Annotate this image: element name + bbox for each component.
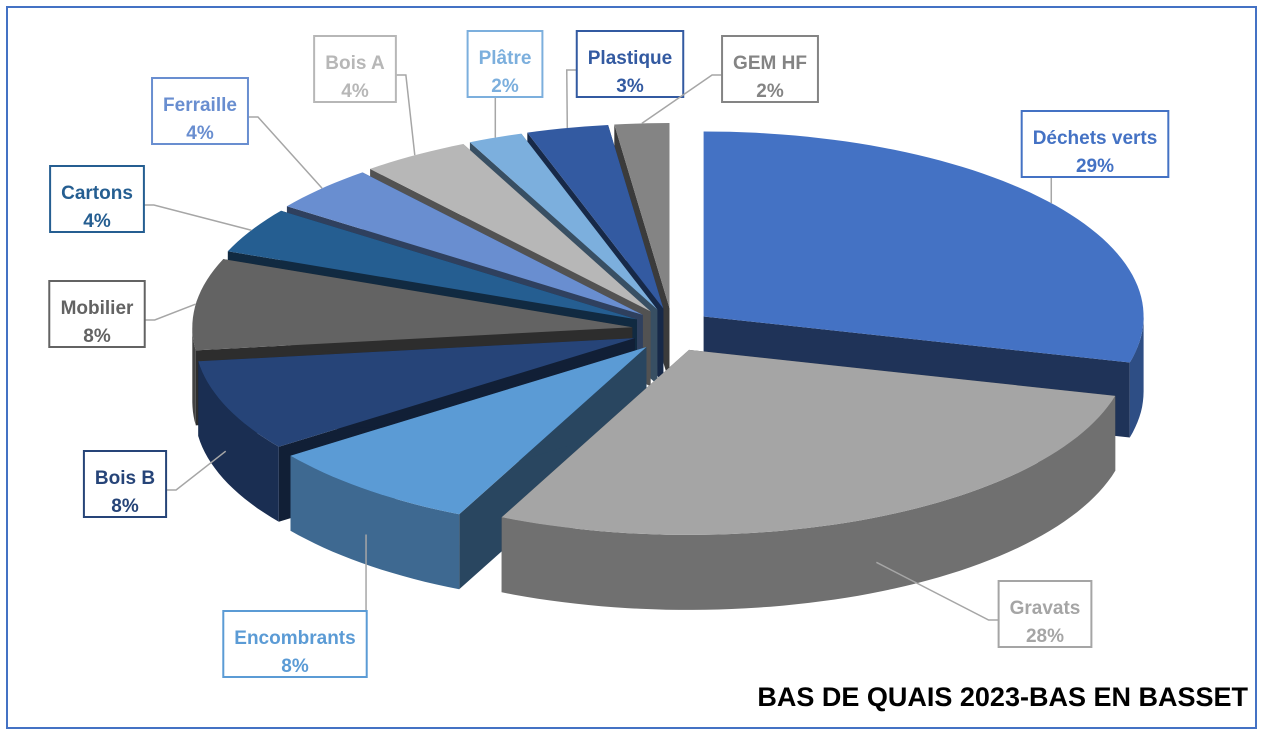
label-box: [1020, 110, 1170, 178]
leader-line: [143, 204, 252, 232]
label-value: 8%: [111, 496, 139, 517]
label-name: Plâtre: [479, 48, 532, 69]
label-name: Cartons: [61, 183, 133, 204]
label-value: 2%: [756, 81, 784, 102]
label-value: 8%: [281, 656, 309, 677]
slice-top: [286, 172, 643, 315]
leader-line: [247, 116, 323, 189]
slice-top: [192, 259, 633, 351]
leader-line: [876, 561, 999, 621]
label-name: Bois B: [95, 468, 155, 489]
slice-top: [290, 347, 647, 515]
label-value: 28%: [1026, 626, 1064, 647]
slice-side: [501, 395, 1116, 610]
label-box: [313, 35, 397, 103]
pie: [192, 123, 1144, 610]
label-box: [997, 580, 1093, 648]
label-box: [466, 30, 544, 98]
label-value: 2%: [491, 76, 519, 97]
label-box: [151, 77, 249, 145]
label-name: Gravats: [1010, 598, 1081, 619]
label-name: Encombrants: [234, 628, 355, 649]
label-name: Bois A: [325, 53, 385, 74]
slice-top: [703, 131, 1144, 363]
label-value: 4%: [341, 81, 369, 102]
label-name: Mobilier: [61, 298, 134, 319]
label-value: 4%: [186, 123, 214, 144]
leader-line: [166, 450, 227, 491]
slice-top: [469, 133, 658, 310]
slice-top: [370, 144, 651, 312]
label-name: Ferraille: [163, 95, 237, 116]
chart-title: BAS DE QUAIS 2023-BAS EN BASSET: [757, 682, 1248, 712]
slice-side: [290, 455, 460, 590]
label-box: [49, 165, 145, 233]
slice-side: [1129, 316, 1144, 438]
label-value: 4%: [83, 211, 111, 232]
label-value: 3%: [616, 76, 644, 97]
label-value: 29%: [1076, 156, 1114, 177]
slice-top: [527, 125, 664, 309]
label-box: [575, 30, 685, 98]
labels: Déchets verts 29% Gravats 28% Encombrants 8% B…: [48, 30, 1170, 678]
slice-top: [198, 338, 635, 447]
label-box: [48, 280, 146, 348]
slice-top: [501, 349, 1116, 535]
label-value: 8%: [83, 326, 111, 347]
label-name: Plastique: [588, 48, 672, 69]
slice-top: [614, 123, 670, 308]
slice-side: [192, 327, 196, 426]
label-box: [721, 35, 819, 103]
label-name: Déchets verts: [1033, 128, 1158, 149]
label-name: GEM HF: [733, 53, 807, 74]
label-box: [82, 450, 168, 518]
leader-line: [566, 69, 577, 128]
leader-line: [144, 303, 197, 321]
leader-line: [641, 74, 723, 125]
pie-slice: [501, 349, 1116, 610]
label-box: [222, 610, 368, 678]
leader-line: [395, 74, 416, 156]
slice-side: [198, 361, 279, 522]
slice-top: [227, 210, 637, 320]
